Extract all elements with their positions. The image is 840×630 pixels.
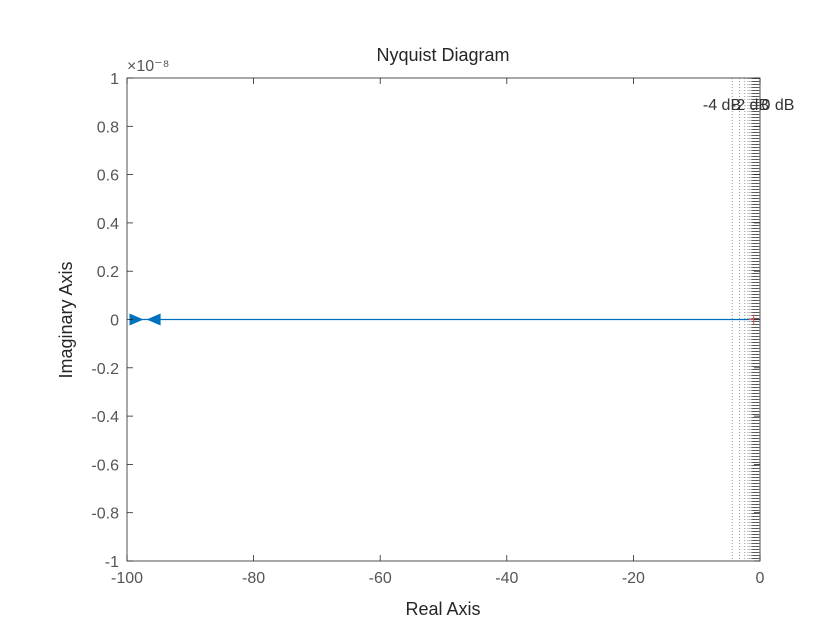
y-tick-label: 0 xyxy=(110,313,119,330)
x-tick-label: -80 xyxy=(242,570,265,587)
db-contour-label: -2 dB xyxy=(731,97,769,114)
x-tick-label: -40 xyxy=(495,570,518,587)
y-exponent-label: ×10⁻⁸ xyxy=(127,58,169,75)
y-tick-label: -0.2 xyxy=(91,361,119,378)
y-axis-title: Imaginary Axis xyxy=(56,261,76,378)
x-tick-label: -100 xyxy=(111,570,143,587)
y-tick-label: 0.4 xyxy=(97,216,119,233)
x-axis-title: Real Axis xyxy=(405,599,480,619)
y-tick-label: 0.6 xyxy=(97,168,119,185)
db-labels: -4 dB-2 dB0 dB xyxy=(703,97,795,114)
x-tick-label: -60 xyxy=(369,570,392,587)
chart-title: Nyquist Diagram xyxy=(376,45,509,65)
y-tick-label: -0.8 xyxy=(91,506,119,523)
y-tick-label: 0.2 xyxy=(97,264,119,281)
y-tick-label: -0.4 xyxy=(91,409,119,426)
y-tick-label: -0.6 xyxy=(91,457,119,474)
y-tick-label: -1 xyxy=(105,554,119,571)
y-tick-label: 1 xyxy=(110,71,119,88)
y-ticks: 1 0.8 0.6 0.4 0.2 0 -0.2 -0.4 -0.6 -0.8 -1 xyxy=(91,71,760,571)
x-ticks: -100 -80 -60 -40 -20 0 xyxy=(111,78,765,587)
direction-arrow xyxy=(129,313,144,326)
db-contour-label: 0 dB xyxy=(762,97,795,114)
x-tick-label: -20 xyxy=(622,570,645,587)
db-contour-label: -4 dB xyxy=(703,97,741,114)
x-tick-label: 0 xyxy=(756,570,765,587)
direction-arrow xyxy=(146,313,161,326)
y-tick-label: 0.8 xyxy=(97,119,119,136)
grid-lines xyxy=(731,78,760,561)
